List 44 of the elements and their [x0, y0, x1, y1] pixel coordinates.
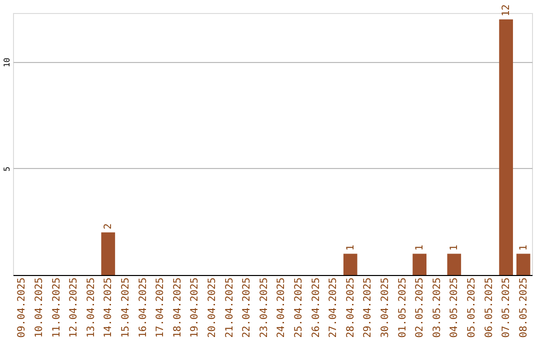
- x-tick-label: 30.04.2025: [380, 278, 391, 338]
- x-tick-label: 05.05.2025: [466, 278, 478, 338]
- x-tick-label: 04.05.2025: [449, 278, 460, 338]
- x-tick-label: 17.04.2025: [155, 278, 166, 338]
- x-tick-label: 03.05.2025: [432, 278, 443, 338]
- x-tick-label: 11.04.2025: [51, 278, 62, 338]
- x-tick-label: 24.04.2025: [276, 278, 288, 338]
- x-tick-label: 23.04.2025: [258, 278, 270, 338]
- data-label: 1: [449, 244, 460, 251]
- data-label: 1: [518, 244, 530, 251]
- data-label: 2: [103, 223, 114, 230]
- x-tick-label: 10.04.2025: [34, 278, 45, 338]
- x-tick-label: 26.04.2025: [310, 278, 322, 338]
- bar: [447, 254, 462, 275]
- data-label: 12: [501, 4, 512, 16]
- bar: [412, 254, 426, 275]
- x-tick-label: 29.04.2025: [362, 278, 374, 338]
- bar: [516, 254, 530, 275]
- x-tick-label: 14.04.2025: [103, 278, 114, 338]
- y-tick-label: 10: [2, 57, 12, 68]
- x-tick-label: 07.05.2025: [501, 278, 512, 338]
- y-tick-label: 5: [2, 166, 12, 172]
- x-tick-label: 16.04.2025: [138, 278, 149, 338]
- x-tick-label: 15.04.2025: [120, 278, 132, 338]
- x-tick-label: 20.04.2025: [206, 278, 218, 338]
- bar: [343, 254, 358, 275]
- x-tick-label: 25.04.2025: [293, 278, 304, 338]
- x-tick-label: 02.05.2025: [414, 278, 426, 338]
- data-label: 1: [414, 244, 426, 251]
- bar: [101, 232, 116, 275]
- x-tick-label: 28.04.2025: [345, 278, 356, 338]
- x-tick-label: 21.04.2025: [224, 278, 236, 338]
- x-tick-label: 18.04.2025: [172, 278, 184, 338]
- x-tick-label: 12.04.2025: [68, 278, 80, 338]
- x-tick-label: 09.04.2025: [16, 278, 28, 338]
- x-tick-label: 01.05.2025: [397, 278, 408, 338]
- bar: [499, 19, 513, 275]
- data-label: 1: [345, 244, 356, 251]
- x-tick-label: 19.04.2025: [190, 278, 201, 338]
- x-tick-label: 27.04.2025: [328, 278, 340, 338]
- x-tick-label: 08.05.2025: [518, 278, 530, 338]
- x-tick-label: 06.05.2025: [484, 278, 495, 338]
- x-tick-label: 13.04.2025: [86, 278, 97, 338]
- x-tick-label: 22.04.2025: [242, 278, 253, 338]
